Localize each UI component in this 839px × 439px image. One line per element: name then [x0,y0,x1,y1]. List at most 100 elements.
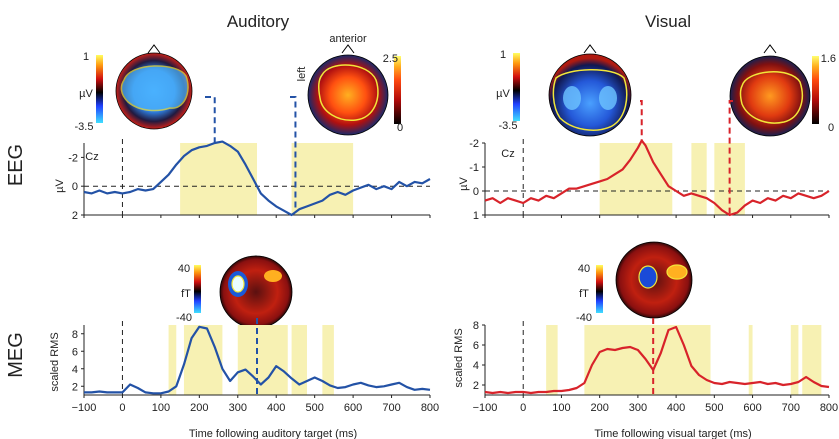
svg-text:0: 0 [397,122,403,134]
aud-eeg-topomap-2: anterior left [296,33,389,136]
vis-eeg-topomap-2 [729,44,811,137]
x-tick-label: 700 [382,402,400,414]
highlight-window [168,325,177,395]
aud-xlabel: Time following auditory target (ms) [189,428,357,439]
x-tick-label: 200 [190,402,208,414]
x-tick-label: 500 [305,402,323,414]
highlight-window [183,325,223,395]
highlight-window [237,325,288,395]
y-tick-label: 8 [473,320,479,332]
x-tick-label: 300 [229,402,247,414]
y-tick-label: 2 [473,380,479,392]
x-tick-label: 800 [421,402,439,414]
highlight-window [748,325,753,395]
svg-text:40: 40 [178,263,190,275]
svg-text:1: 1 [83,51,89,63]
vis-eeg-topomap-1 [548,44,632,137]
vis-meg-topomap [615,241,693,319]
y-tick-label: 0 [72,181,78,193]
svg-text:40: 40 [578,263,590,275]
aud-eeg-topomap-1 [115,44,193,130]
svg-text:fT: fT [181,288,191,300]
x-tick-label: −100 [473,402,498,414]
svg-text:µV: µV [79,88,93,100]
x-tick-label: 500 [705,402,723,414]
auditory-title: Auditory [227,12,290,31]
aud-eeg-colorbar-2: 2.5 0 [383,53,403,134]
highlight-window [599,143,673,215]
highlight-window [546,325,558,395]
series-line [83,140,431,217]
y-tick-label: -1 [469,162,479,174]
aud-eeg-plot: -2 0 2 [68,96,431,222]
svg-text:fT: fT [579,288,589,300]
vis-eeg-plot: -2 -1 0 1 [469,100,830,222]
y-tick-label: 6 [72,346,78,358]
series-line [484,325,830,395]
vis-eeg-colorbar-2: 1.6 0 [812,53,836,134]
y-tick-label: 6 [473,340,479,352]
y-tick-label: 8 [72,329,78,341]
vis-meg-plot: 2 4 6 8 −100 0 100 200 300 400 500 600 700 800 [473,318,838,414]
highlight-window [691,143,707,215]
vis-eeg-channel: Cz [501,148,514,160]
x-tick-label: 100 [552,402,570,414]
svg-text:1: 1 [500,49,506,61]
vis-xlabel: Time following visual target (ms) [594,428,751,439]
aud-meg-colorbar: 40 fT -40 [176,263,201,324]
y-tick-label: 1 [473,210,479,222]
svg-text:left: left [296,67,308,82]
latency-marker [640,100,643,141]
svg-text:anterior: anterior [329,33,367,45]
x-tick-label: 400 [267,402,285,414]
y-tick-label: 4 [473,360,479,372]
aud-eeg-ylabel: µV [54,179,66,193]
x-tick-label: −100 [72,402,97,414]
y-tick-label: 0 [473,186,479,198]
aud-meg-ylabel: scaled RMS [49,332,61,391]
meg-row-label: MEG [5,332,27,378]
vis-meg-colorbar: 40 fT -40 [576,263,603,324]
x-tick-label: 100 [152,402,170,414]
highlight-window [180,143,257,215]
svg-text:-40: -40 [576,312,592,324]
eeg-row-label: EEG [5,144,27,186]
y-tick-label: 2 [72,381,78,393]
x-tick-label: 0 [119,402,125,414]
highlight-window [291,325,307,395]
svg-text:-40: -40 [176,312,192,324]
y-tick-label: 2 [72,210,78,222]
y-tick-label: 4 [72,364,78,376]
highlight-window [790,325,799,395]
x-tick-label: 800 [820,402,838,414]
svg-text:-3.5: -3.5 [75,121,94,133]
svg-text:2.5: 2.5 [383,53,398,65]
aud-meg-topomap [219,255,293,329]
svg-text:0: 0 [828,122,834,134]
y-tick-label: -2 [469,138,479,150]
x-tick-label: 700 [782,402,800,414]
x-tick-label: 600 [743,402,761,414]
svg-text:1.6: 1.6 [821,53,836,65]
vis-eeg-ylabel: µV [458,177,470,191]
latency-marker [205,96,216,143]
x-tick-label: 300 [629,402,647,414]
aud-eeg-channel: Cz [85,151,98,163]
vis-meg-ylabel: scaled RMS [453,328,465,387]
x-tick-label: 600 [344,402,362,414]
svg-text:µV: µV [496,88,510,100]
y-tick-label: -2 [68,152,78,164]
x-tick-label: 0 [520,402,526,414]
highlight-window [322,325,334,395]
svg-text:-3.5: -3.5 [499,120,518,132]
latency-marker [290,96,297,213]
x-tick-label: 400 [667,402,685,414]
vis-eeg-colorbar-1: 1 µV -3.5 [496,49,520,132]
series-line [484,139,830,217]
visual-title: Visual [645,12,691,31]
series-line [84,325,431,395]
x-tick-label: 200 [590,402,608,414]
highlight-window [291,143,354,215]
aud-meg-plot: 2 4 6 8 −100 0 100 200 300 400 500 600 700 800 [72,318,439,414]
